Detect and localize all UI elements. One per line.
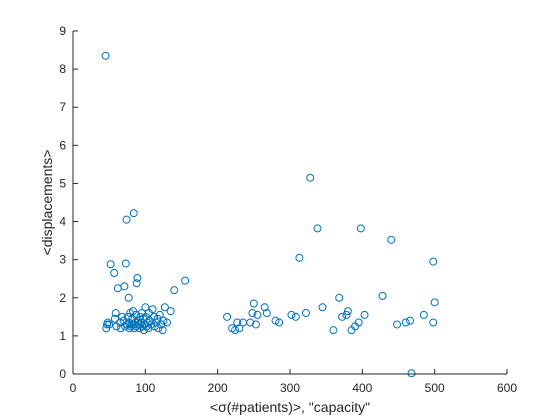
data-point [132, 279, 141, 288]
y-axis-label: <displacements> [39, 150, 55, 256]
data-point [111, 309, 120, 318]
data-point [158, 326, 167, 335]
data-point [122, 215, 131, 224]
data-point [329, 326, 338, 335]
x-axis-ticks: 0 100 200 300 400 500 600 [70, 369, 517, 395]
x-tick-label: 500 [425, 381, 445, 395]
data-point [124, 293, 133, 302]
data-point [313, 224, 322, 233]
data-point [148, 305, 157, 314]
data-point [253, 310, 262, 319]
data-point [354, 318, 363, 327]
data-point [170, 286, 179, 295]
data-point [295, 253, 304, 262]
data-point [153, 314, 162, 323]
data-point [306, 173, 315, 182]
y-tick-label: 2 [59, 291, 66, 305]
data-point [110, 269, 119, 278]
data-point [133, 273, 142, 282]
data-point [123, 312, 132, 321]
data-point [116, 324, 125, 333]
data-points [101, 51, 439, 378]
data-point [342, 310, 351, 319]
data-point [110, 314, 119, 323]
data-point [223, 312, 232, 321]
data-point [138, 322, 147, 331]
y-axis-ticks: 0 1 2 3 4 5 6 7 8 9 [59, 24, 78, 381]
data-point [249, 299, 258, 308]
x-tick-label: 400 [352, 381, 372, 395]
data-point [118, 312, 127, 321]
data-point [160, 303, 169, 312]
y-tick-label: 9 [59, 24, 66, 38]
data-point [406, 316, 415, 325]
data-point [166, 307, 175, 316]
data-point [393, 320, 402, 329]
data-point [252, 320, 261, 329]
data-point [287, 310, 296, 319]
data-point [131, 310, 140, 319]
data-point [356, 224, 365, 233]
data-point [141, 303, 150, 312]
data-point [401, 318, 410, 327]
data-point [233, 318, 242, 327]
y-tick-label: 7 [59, 100, 66, 114]
data-point [387, 235, 396, 244]
data-point [106, 260, 115, 269]
data-point [360, 310, 369, 319]
y-tick-label: 6 [59, 138, 66, 152]
x-tick-label: 600 [497, 381, 517, 395]
x-tick-label: 0 [70, 381, 77, 395]
y-tick-label: 0 [59, 367, 66, 381]
data-point [378, 291, 387, 300]
data-point [429, 257, 438, 266]
y-tick-label: 8 [59, 62, 66, 76]
x-tick-label: 300 [280, 381, 300, 395]
data-point [105, 320, 114, 329]
x-tick-label: 100 [135, 381, 155, 395]
data-point [103, 318, 112, 327]
data-point [246, 318, 255, 327]
data-point [407, 369, 416, 378]
axes [72, 31, 507, 375]
data-point [260, 303, 269, 312]
y-tick-label: 1 [59, 329, 66, 343]
y-tick-label: 3 [59, 253, 66, 267]
data-point [113, 284, 122, 293]
data-point [121, 259, 130, 268]
data-point [120, 282, 129, 291]
data-point [101, 51, 110, 60]
data-point [275, 318, 284, 327]
data-point [430, 298, 439, 307]
data-point [343, 307, 352, 316]
y-tick-label: 4 [59, 215, 66, 229]
data-point [181, 276, 190, 285]
data-point [301, 309, 310, 318]
data-point [338, 312, 347, 321]
data-point [419, 310, 428, 319]
data-point [129, 209, 138, 218]
data-point [291, 312, 300, 321]
x-axis-label: <σ(#patients)>, "capacity" [210, 399, 370, 415]
data-point [163, 318, 172, 327]
data-point [262, 309, 271, 318]
data-point [157, 320, 166, 329]
x-tick-label: 200 [208, 381, 228, 395]
data-point [429, 318, 438, 327]
data-point [235, 324, 244, 333]
data-point [248, 309, 257, 318]
y-tick-label: 5 [59, 176, 66, 190]
data-point [152, 318, 161, 327]
data-point [335, 293, 344, 302]
data-point [231, 326, 240, 335]
data-point [318, 303, 327, 312]
data-point [155, 310, 164, 319]
